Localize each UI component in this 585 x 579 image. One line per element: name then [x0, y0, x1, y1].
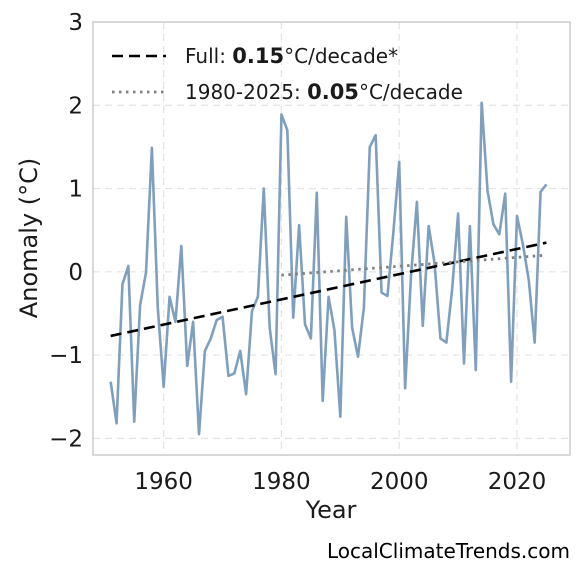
site-credit: LocalClimateTrends.com	[327, 539, 570, 563]
y-axis-ticks: −2 −1 0 1 2 3	[49, 10, 83, 452]
x-tick-label: 1960	[134, 469, 193, 495]
y-tick-label: −1	[49, 343, 83, 369]
y-tick-label: 2	[68, 93, 83, 119]
legend-label-recent: 1980-2025: 0.05°C/decade	[185, 80, 463, 104]
y-tick-label: 0	[68, 260, 83, 286]
x-tick-label: 1980	[252, 469, 311, 495]
x-axis-ticks: 1960 1980 2000 2020	[134, 469, 546, 495]
x-tick-label: 2020	[488, 469, 547, 495]
recent-trend-line	[281, 253, 547, 277]
anomaly-series-line	[109, 101, 548, 436]
y-axis-label: Anomaly (°C)	[15, 158, 43, 318]
plot-frame	[92, 21, 571, 456]
legend-label-full: Full: 0.15°C/decade*	[185, 44, 398, 68]
y-tick-label: −2	[49, 426, 83, 452]
legend: Full: 0.15°C/decade* 1980-2025: 0.05°C/d…	[112, 44, 463, 104]
full-trend-line	[110, 241, 547, 338]
x-tick-label: 2000	[370, 469, 429, 495]
y-tick-label: 1	[68, 177, 83, 203]
series	[109, 101, 548, 436]
x-axis-label: Year	[305, 496, 357, 524]
y-tick-label: 3	[68, 10, 83, 36]
